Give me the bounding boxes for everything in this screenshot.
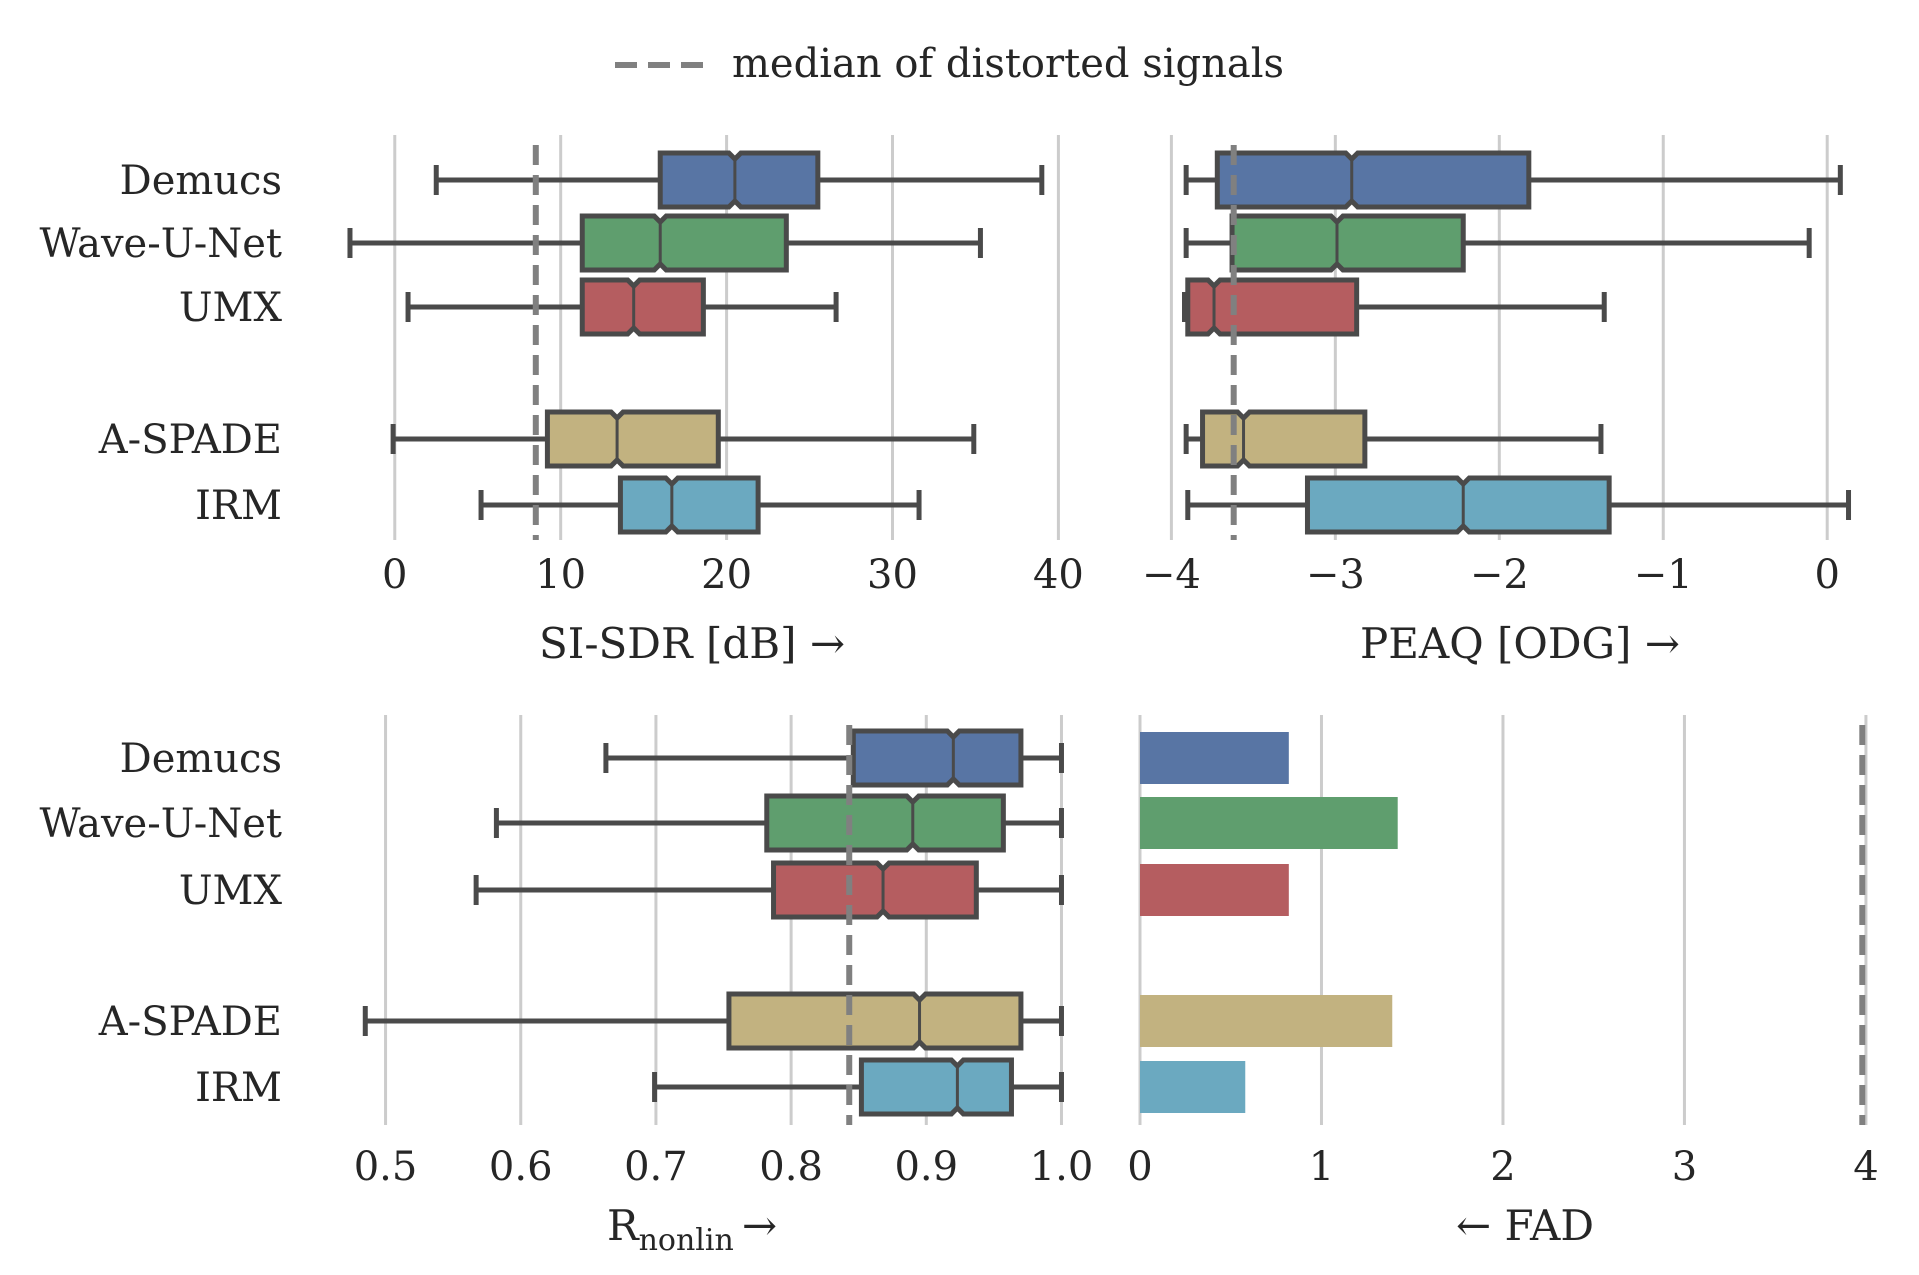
box-umx (579, 277, 706, 337)
box-a-spade (544, 409, 721, 469)
category-label-umx: UMX (179, 868, 283, 914)
category-label-umx: UMX (179, 285, 283, 331)
box-umx (1185, 277, 1360, 337)
rnonlin-axis-label: Rnonlin → (607, 1201, 777, 1258)
peaq-axis-label: PEAQ [ODG] → (1360, 619, 1680, 668)
x-tick-label: 4 (1853, 1144, 1878, 1190)
box-wave-u-net (764, 793, 1006, 853)
x-tick-label: −1 (1634, 552, 1693, 598)
x-tick-label: 10 (535, 552, 586, 598)
rnonlin-axis-label-subscript: nonlin (639, 1223, 734, 1258)
box-a-spade (1200, 409, 1368, 469)
x-tick-label: 30 (867, 552, 918, 598)
box-demucs (850, 728, 1024, 788)
x-tick-label: −2 (1470, 552, 1529, 598)
x-tick-label: 0.7 (624, 1144, 688, 1190)
category-label-a-spade: A-SPADE (98, 999, 282, 1045)
x-tick-label: 1.0 (1030, 1144, 1094, 1190)
category-label-irm: IRM (195, 483, 282, 529)
category-label-irm: IRM (195, 1065, 282, 1111)
box-irm (617, 475, 761, 535)
bar-a-spade (1140, 995, 1393, 1047)
x-tick-label: 20 (701, 552, 752, 598)
category-label-demucs: Demucs (120, 736, 282, 782)
bar-irm (1140, 1061, 1246, 1113)
box-wave-u-net (579, 213, 789, 273)
x-tick-label: 0.6 (489, 1144, 553, 1190)
x-tick-label: 0 (1127, 1144, 1152, 1190)
box-irm (1304, 475, 1612, 535)
box-irm (858, 1057, 1014, 1117)
si-sdr-axis-label: SI-SDR [dB] → (539, 619, 845, 668)
x-tick-label: 0.8 (759, 1144, 823, 1190)
box-umx (771, 860, 979, 920)
x-tick-label: 2 (1490, 1144, 1515, 1190)
x-tick-label: 0 (382, 552, 407, 598)
x-tick-label: −4 (1142, 552, 1201, 598)
bar-demucs (1140, 732, 1289, 784)
x-tick-label: 3 (1672, 1144, 1697, 1190)
x-tick-label: 1 (1309, 1144, 1334, 1190)
box-demucs (657, 150, 821, 210)
x-tick-label: 40 (1033, 552, 1084, 598)
box-wave-u-net (1229, 213, 1466, 273)
category-label-wave-u-net: Wave-U-Net (39, 221, 282, 267)
bar-wave-u-net (1140, 797, 1398, 849)
bar-umx (1140, 864, 1289, 916)
rnonlin-boxplot-panel: 0.5 0.6 0.7 0.8 0.9 1.0 Demucs Wave-U-Net UMX A-S… (39, 715, 1093, 1190)
legend: median of distorted signals (615, 41, 1284, 87)
category-label-a-spade: A-SPADE (98, 417, 282, 463)
x-tick-label: 0.9 (894, 1144, 958, 1190)
box-demucs (1214, 150, 1532, 210)
peaq-boxplot-panel: −4 −3 −2 −1 0 (1142, 135, 1852, 598)
fad-bar-panel: 0 1 2 3 4 (1127, 715, 1879, 1190)
box-a-spade (726, 991, 1024, 1051)
si-sdr-boxplot-panel: 0 10 20 30 40 Demucs Wave-U-Net UMX A-SPADE IRM (39, 135, 1084, 598)
category-label-wave-u-net: Wave-U-Net (39, 801, 282, 847)
rnonlin-axis-label-main: R (607, 1201, 640, 1250)
rnonlin-axis-label-arrow: → (742, 1201, 777, 1250)
x-tick-label: −3 (1306, 552, 1365, 598)
x-tick-label: 0 (1814, 552, 1839, 598)
category-label-demucs: Demucs (120, 158, 282, 204)
fad-axis-label: ← FAD (1456, 1201, 1594, 1250)
x-tick-label: 0.5 (354, 1144, 418, 1190)
legend-label: median of distorted signals (732, 41, 1284, 87)
